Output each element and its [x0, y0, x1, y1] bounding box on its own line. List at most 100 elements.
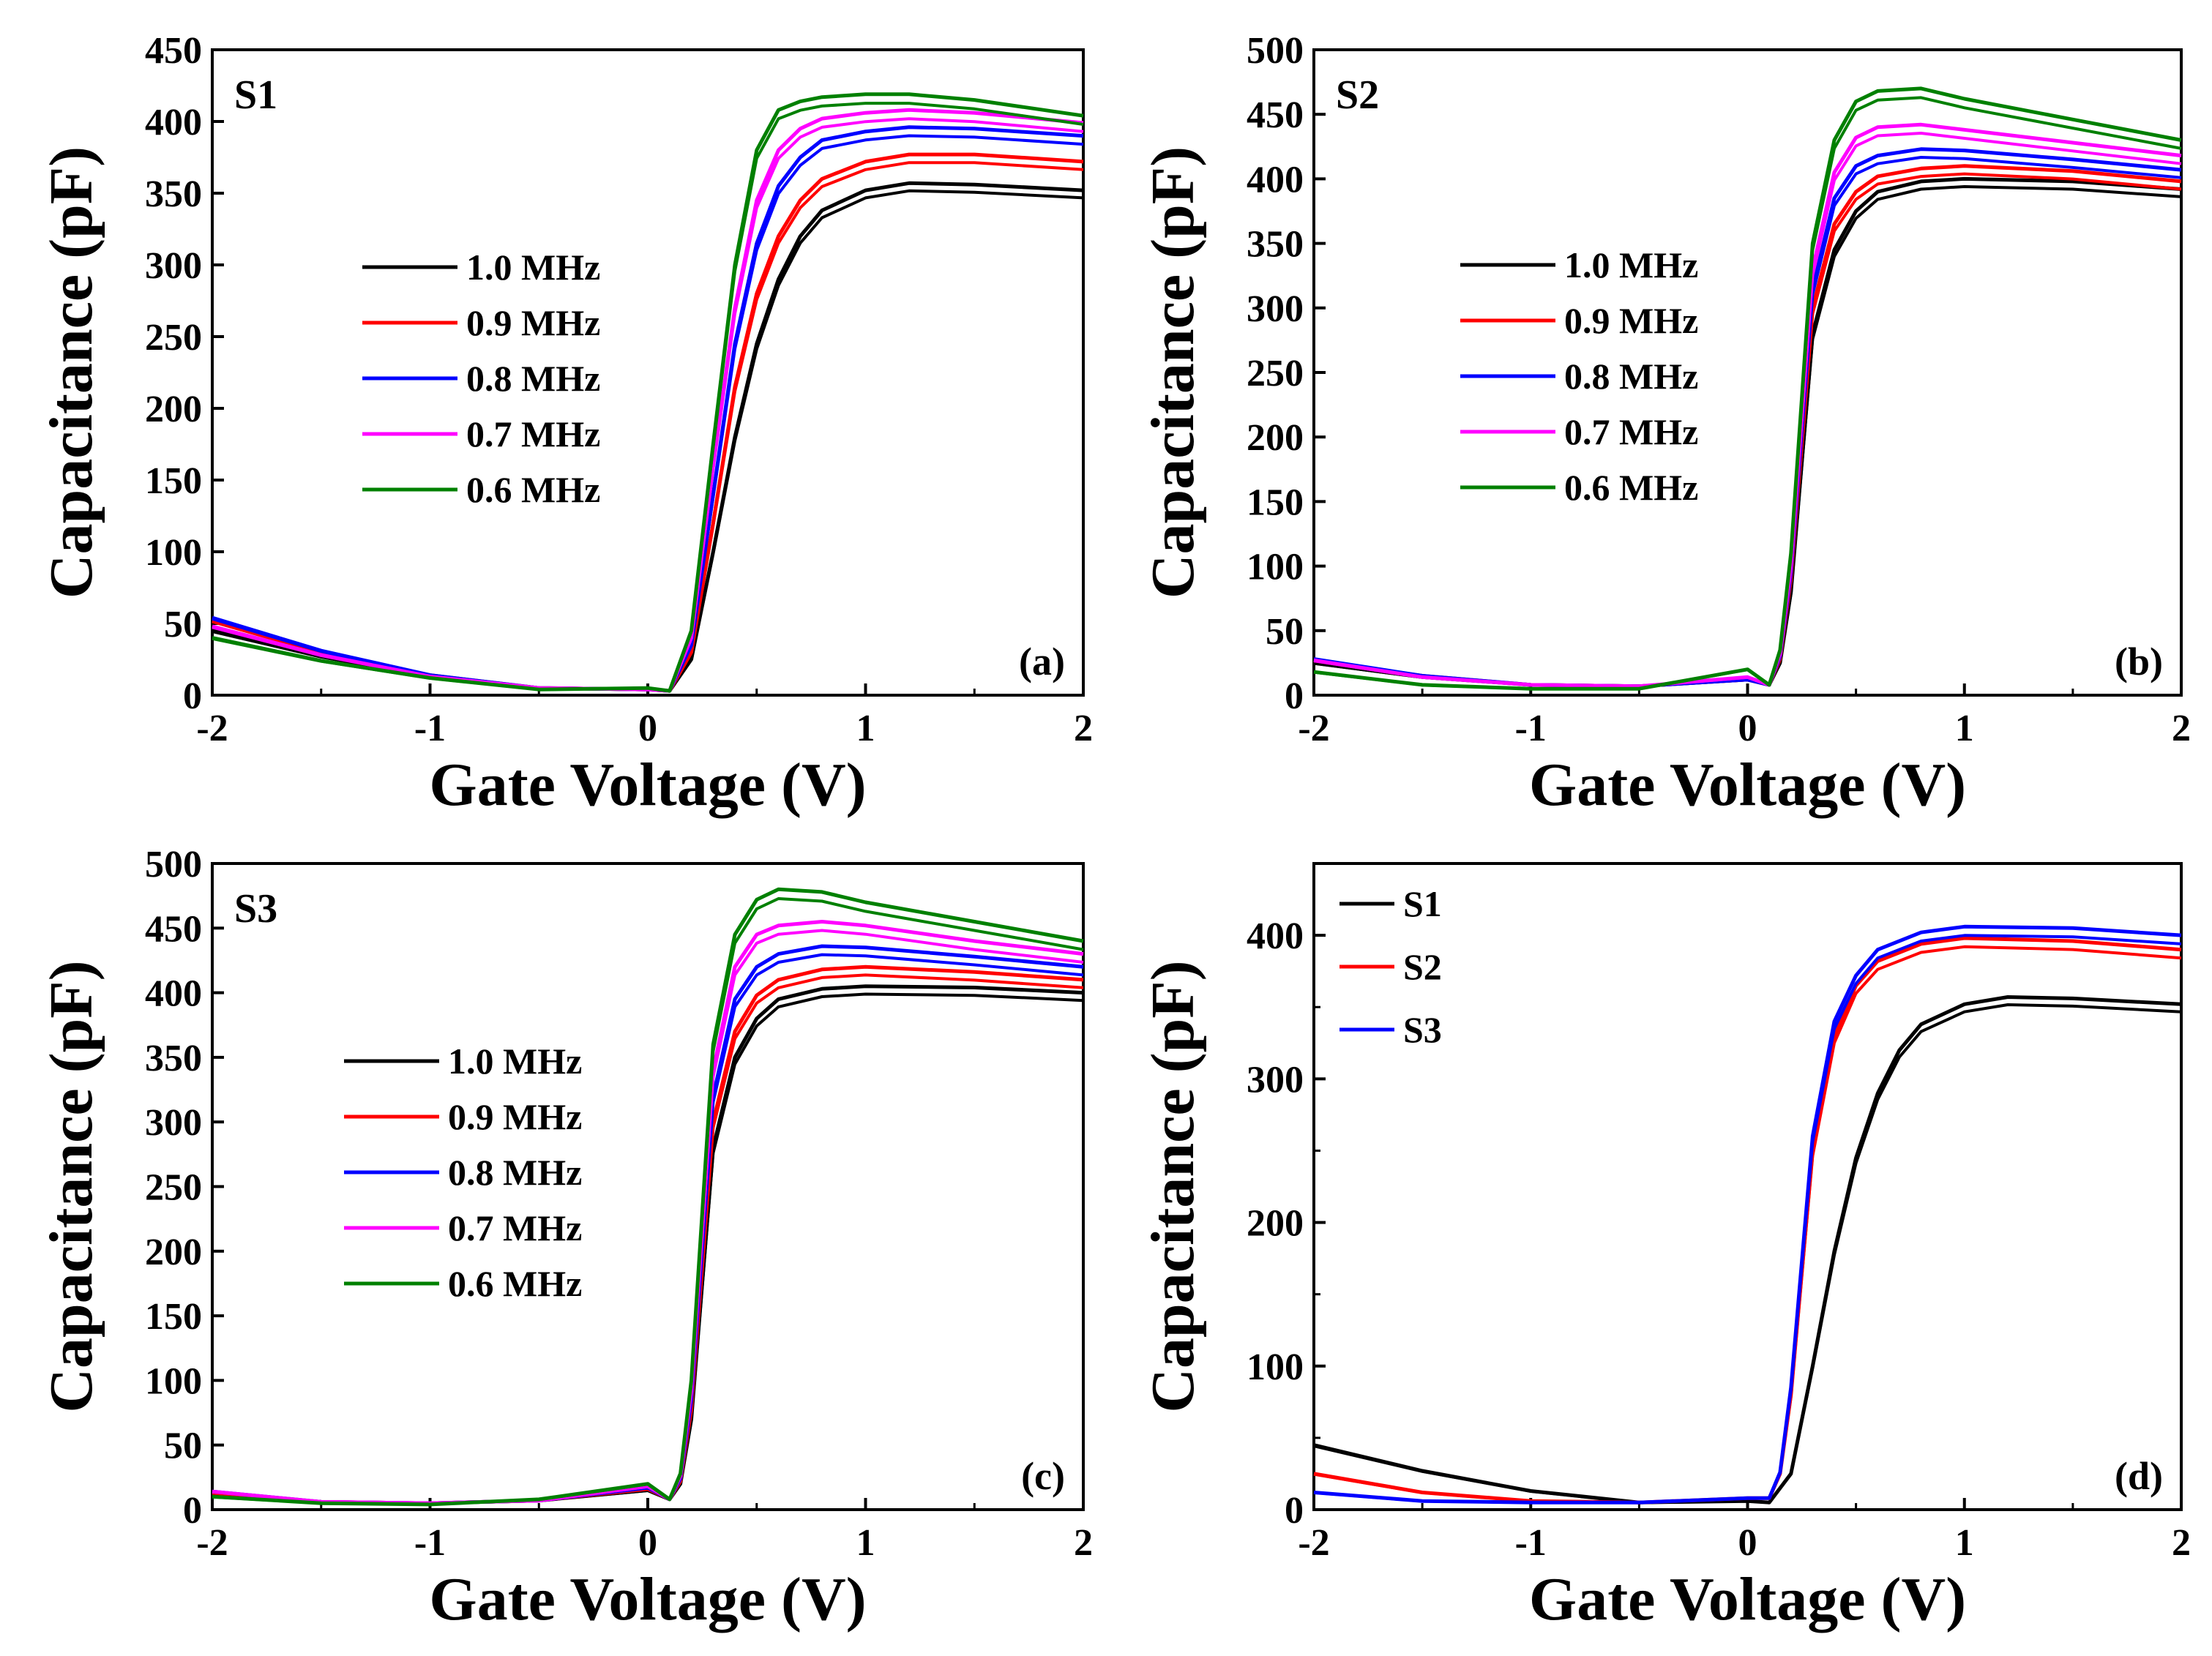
series-line-0-9-mhz	[212, 152, 1084, 693]
legend-label: S1	[1403, 883, 1442, 924]
y-tick-label: 200	[145, 389, 202, 430]
y-tick-label: 250	[145, 317, 202, 359]
y-tick-label: 0	[1285, 1490, 1304, 1532]
x-tick-label: 0	[1738, 1522, 1757, 1564]
x-tick-label: 0	[1738, 708, 1757, 749]
y-tick-label: 350	[1247, 224, 1304, 266]
y-tick-label: 0	[1285, 675, 1304, 717]
panel-label: (d)	[2115, 1454, 2163, 1498]
series-line-return	[1313, 185, 2182, 688]
y-tick-label: 0	[183, 1490, 202, 1532]
legend-label: 0.9 MHz	[1564, 300, 1698, 341]
legend-label: 0.9 MHz	[466, 302, 600, 343]
y-tick-label: 450	[145, 908, 202, 950]
legend-label: S2	[1403, 946, 1442, 987]
y-tick-label: 150	[145, 1296, 202, 1338]
y-tick-label: 250	[145, 1167, 202, 1209]
panel-d: -2 -1 0 1 2 0 100 200 300 400 Gate Voltage (V) Capa…	[1139, 862, 2191, 1633]
series-line-s3	[1313, 924, 2182, 1505]
y-axis-label: Capacitance (pF)	[1139, 146, 1207, 599]
panel-title: S1	[234, 72, 277, 118]
legend-label: 0.9 MHz	[448, 1096, 582, 1137]
series-line-1-0-mhz	[212, 181, 1084, 693]
y-tick-label: 150	[145, 460, 202, 502]
y-tick-label: 450	[1247, 94, 1304, 136]
series-line-1-0-mhz	[212, 984, 1084, 1505]
y-tick-label: 400	[1247, 915, 1304, 957]
y-tick-label: 50	[1266, 611, 1304, 653]
y-tick-label: 200	[1247, 1203, 1304, 1245]
y-tick-label: 150	[1247, 482, 1304, 523]
x-tick-label: -1	[414, 708, 446, 749]
legend-label: S3	[1403, 1009, 1442, 1050]
y-tick-label: 400	[1247, 159, 1304, 201]
x-tick-label: 2	[2172, 708, 2191, 749]
series-line-return	[1313, 156, 2182, 688]
legend-label: 0.7 MHz	[448, 1207, 582, 1248]
series-line-return	[212, 102, 1084, 693]
series-line-0-9-mhz	[1313, 164, 2182, 689]
y-tick-label: 100	[1247, 1346, 1304, 1388]
y-tick-label: 50	[164, 604, 202, 645]
series-line-return	[212, 161, 1084, 693]
series-line-return	[212, 953, 1084, 1505]
series-line-1-0-mhz	[1313, 176, 2182, 689]
x-tick-label: 2	[1074, 708, 1093, 749]
series-line-return	[212, 929, 1084, 1505]
legend-label: 0.8 MHz	[466, 358, 600, 399]
y-tick-label: 100	[145, 1360, 202, 1402]
x-tick-label: 1	[856, 1522, 875, 1564]
x-tick-label: 1	[1955, 708, 1974, 749]
y-tick-label: 100	[1247, 547, 1304, 588]
y-axis-label: Capacitance (pF)	[37, 146, 105, 599]
x-axis-label: Gate Voltage (V)	[429, 1565, 866, 1633]
x-axis-label: Gate Voltage (V)	[1529, 1565, 1966, 1633]
legend-label: 0.6 MHz	[466, 469, 600, 510]
series-line-0-7-mhz	[212, 920, 1084, 1505]
y-axis-label: Capacitance (pF)	[1139, 960, 1207, 1412]
series-line-return	[1313, 132, 2182, 688]
legend-label: 1.0 MHz	[1564, 244, 1698, 285]
legend-label: 0.6 MHz	[1564, 467, 1698, 508]
x-tick-label: 0	[638, 708, 657, 749]
panel-c: -2 -1 0 1 2 0 50 100 150 200 250 300 350 400 450 500 Gat…	[37, 844, 1093, 1633]
x-tick-label: -1	[1515, 1522, 1547, 1564]
y-tick-label: 500	[1247, 30, 1304, 72]
panel-label: (c)	[1021, 1454, 1065, 1498]
x-tick-label: -1	[414, 1522, 446, 1564]
series-line-s1	[1313, 995, 2182, 1505]
y-axis-label: Capacitance (pF)	[37, 960, 105, 1412]
series-line-return	[212, 189, 1084, 693]
series-line-return	[1313, 934, 2182, 1505]
x-axis-label: Gate Voltage (V)	[1529, 751, 1966, 819]
plot-frame	[211, 48, 1085, 697]
plot-frame	[211, 862, 1085, 1511]
y-tick-label: 100	[145, 532, 202, 574]
y-tick-label: 500	[145, 844, 202, 885]
y-tick-label: 50	[164, 1425, 202, 1467]
x-tick-label: -2	[196, 708, 228, 749]
x-tick-label: -2	[196, 1522, 228, 1564]
series-line-0-9-mhz	[212, 964, 1084, 1505]
panel-a: -2 -1 0 1 2 0 50 100 150 200 250 300 350 400 450 Gate V…	[37, 30, 1093, 819]
y-tick-label: 300	[1247, 1059, 1304, 1101]
series-line-s2	[1313, 936, 2182, 1505]
series-line-return	[212, 992, 1084, 1505]
series-line-return	[212, 134, 1084, 693]
y-tick-label: 300	[145, 245, 202, 287]
y-tick-label: 350	[145, 173, 202, 215]
y-tick-label: 250	[1247, 353, 1304, 394]
series-line-0-8-mhz	[212, 125, 1084, 693]
x-tick-label: 1	[856, 708, 875, 749]
x-tick-label: 2	[2172, 1522, 2191, 1564]
y-tick-label: 300	[145, 1102, 202, 1144]
legend-label: 0.7 MHz	[1564, 411, 1698, 452]
series-line-0-7-mhz	[212, 108, 1084, 693]
legend-label: 0.8 MHz	[1564, 356, 1698, 397]
x-axis-label: Gate Voltage (V)	[429, 751, 866, 819]
legend-label: 0.8 MHz	[448, 1152, 582, 1193]
series-line-return	[212, 973, 1084, 1505]
x-tick-label: 2	[1074, 1522, 1093, 1564]
legend-label: 0.7 MHz	[466, 413, 600, 454]
legend-label: 1.0 MHz	[448, 1041, 582, 1082]
